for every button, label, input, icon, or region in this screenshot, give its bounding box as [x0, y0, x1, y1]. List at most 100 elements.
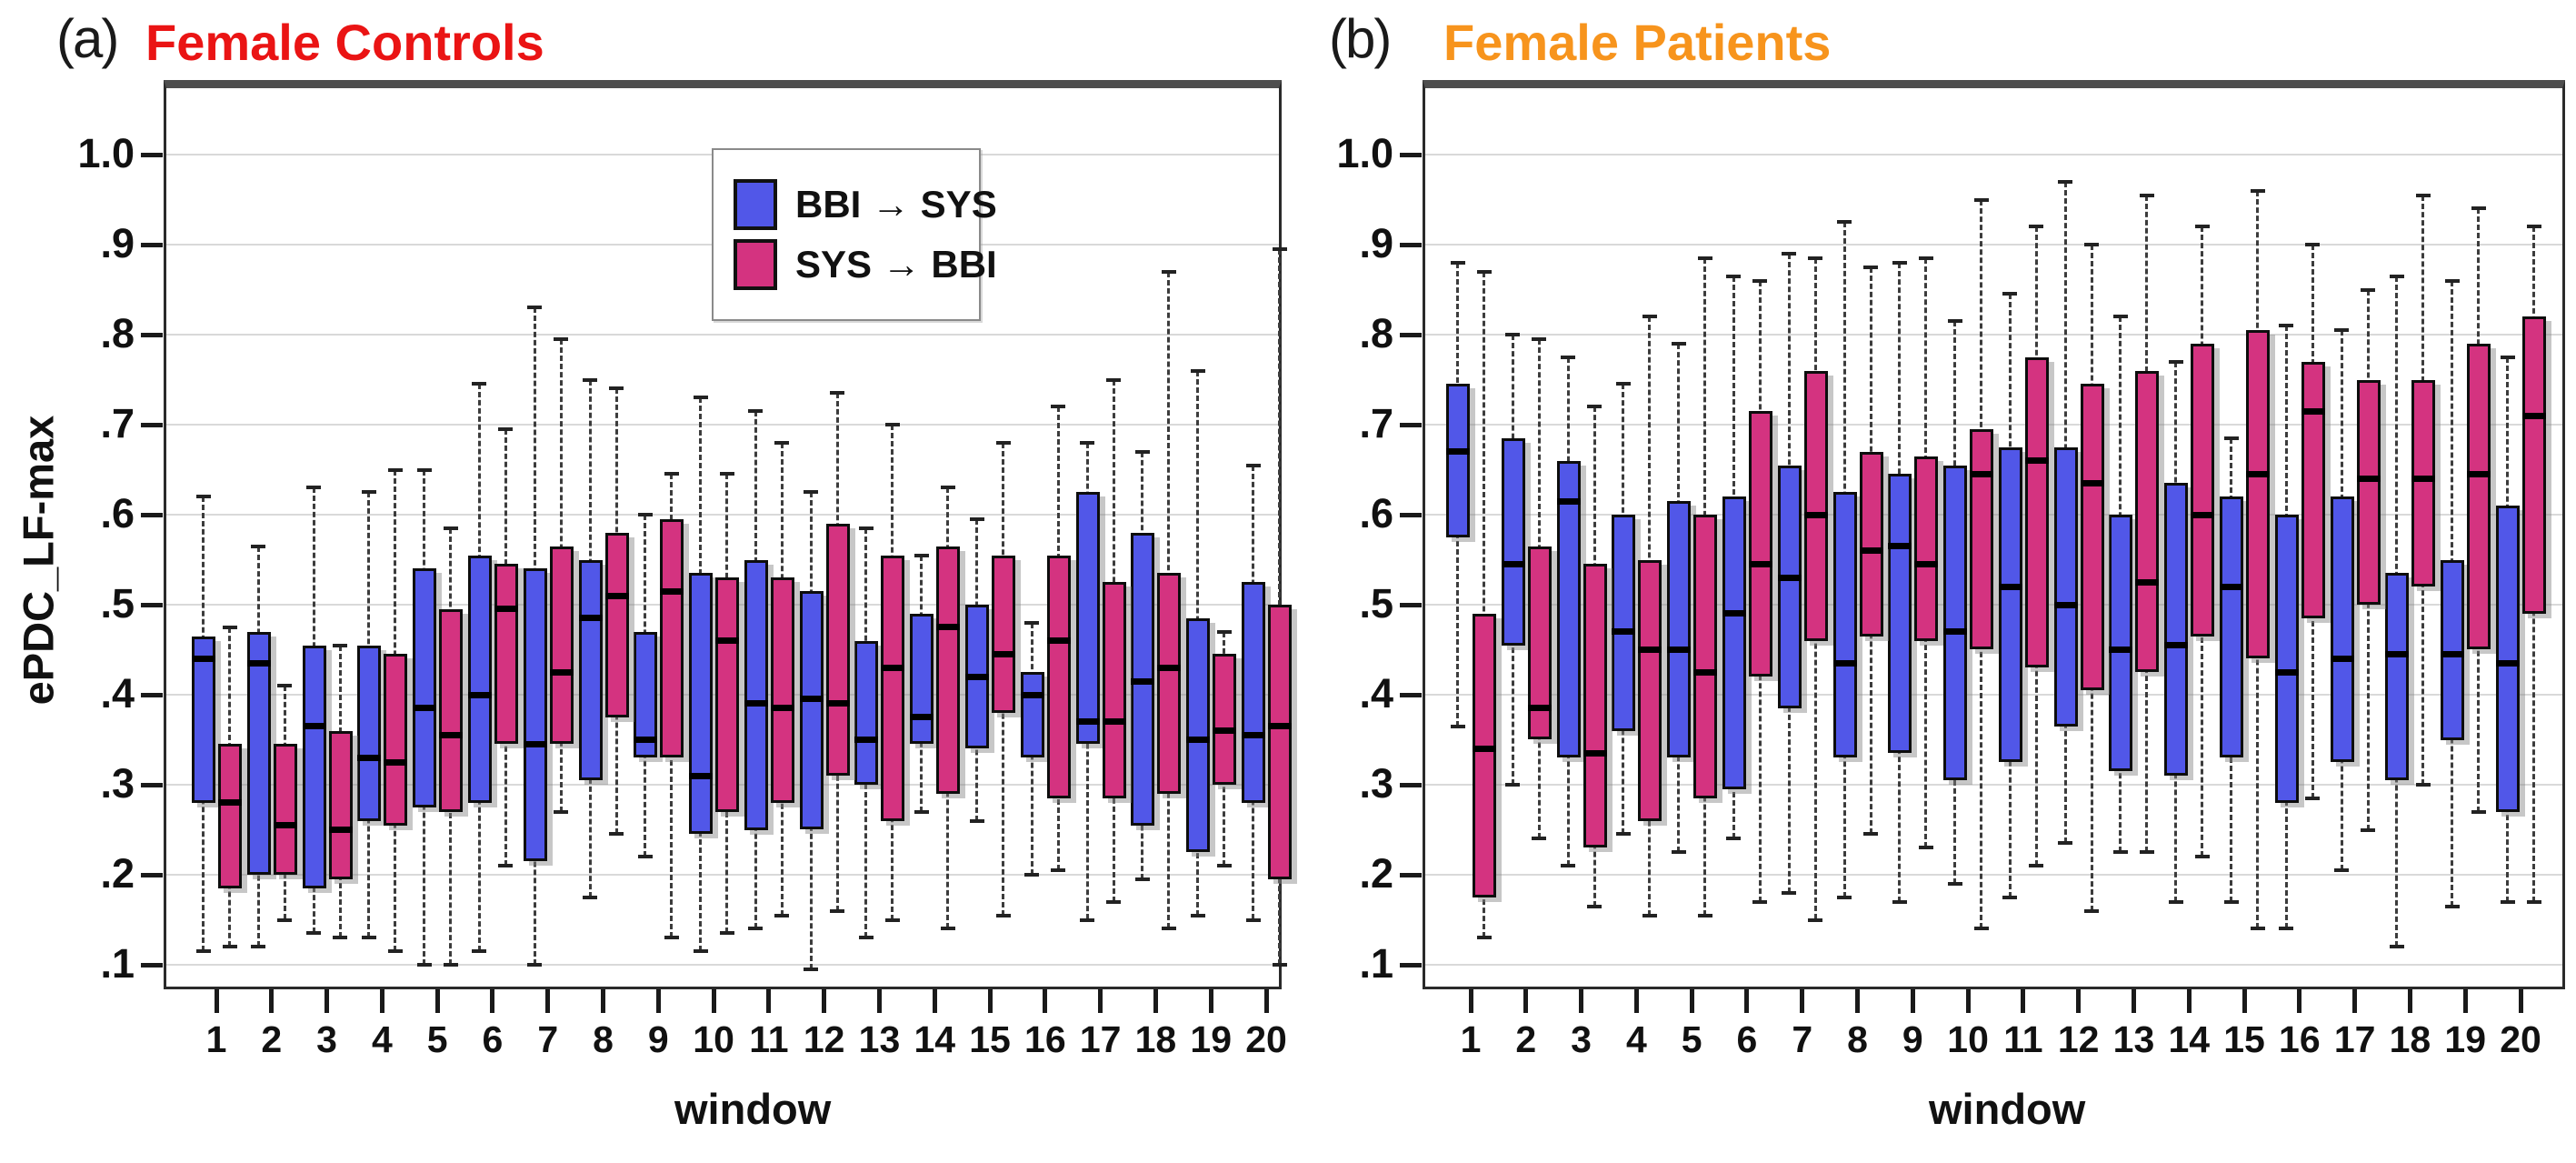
whisker-cap-bottom [554, 809, 569, 814]
median-line [246, 659, 271, 667]
whisker-cap-bottom [2029, 864, 2044, 868]
x-tick-label: 17 [1079, 1018, 1122, 1060]
whisker-cap-top [748, 409, 764, 414]
median-line [825, 700, 850, 707]
x-tick-label: 13 [2112, 1018, 2155, 1060]
box-bbi-sys [2164, 483, 2189, 777]
x-tick [655, 989, 661, 1013]
whisker-cap-bottom [1161, 927, 1176, 931]
whisker-cap-bottom [472, 949, 487, 954]
x-tick-label: 4 [371, 1018, 393, 1060]
y-tick [1400, 332, 1422, 337]
box-bbi-sys [246, 631, 271, 875]
median-line [192, 655, 215, 662]
whisker-cap-top [1892, 260, 1907, 265]
x-tick-label: 10 [1947, 1018, 1989, 1060]
x-tick [1043, 989, 1048, 1013]
whisker-cap-bottom [1615, 832, 1631, 837]
y-tick-label: .1 [1359, 940, 1393, 987]
y-tick [1400, 422, 1422, 427]
whisker-cap-bottom [774, 913, 790, 917]
median-line [1888, 543, 1912, 550]
whisker-cap-top [361, 490, 376, 495]
whisker-cap-bottom [1134, 877, 1150, 881]
x-tick [1579, 989, 1584, 1013]
whisker-cap-top [2361, 287, 2376, 292]
x-tick [1910, 989, 1915, 1013]
x-tick-label: 13 [858, 1018, 901, 1060]
whisker-cap-top [2084, 243, 2100, 246]
median-line [1131, 677, 1155, 685]
median-line [2522, 412, 2546, 419]
whisker-cap-top [1782, 251, 1797, 256]
whisker-cap-bottom [306, 931, 322, 936]
box-bbi-sys [1832, 492, 1857, 758]
median-line [1943, 628, 1968, 636]
median-line [218, 799, 242, 807]
median-line [1527, 705, 1552, 712]
x-tick-label: 11 [749, 1018, 789, 1060]
box-sys-bbi [494, 564, 518, 745]
x-tick-label: 8 [593, 1018, 614, 1060]
x-tick-label: 6 [1736, 1018, 1758, 1060]
whisker-cap-bottom [2526, 899, 2541, 904]
box-sys-bbi [660, 518, 684, 758]
box-sys-bbi [328, 730, 353, 879]
whisker-cap-top [416, 467, 432, 472]
y-tick [1400, 962, 1422, 967]
median-line [1914, 560, 1939, 567]
x-tick-label: 7 [537, 1018, 559, 1060]
whisker-cap-bottom [1808, 917, 1823, 922]
legend-item-bbi-sys: BBI → SYS [714, 179, 997, 230]
whisker-cap-top [884, 423, 900, 426]
x-tick-label: 16 [2279, 1018, 2321, 1060]
x-tick-label: 18 [1134, 1018, 1177, 1060]
whisker-cap-top [664, 472, 679, 476]
x-tick [2076, 989, 2082, 1013]
whisker-cap-top [1476, 269, 1492, 274]
y-tick [1400, 152, 1422, 157]
whisker-cap-bottom [693, 949, 708, 954]
whisker-cap-top [2139, 193, 2154, 197]
box-sys-bbi [1914, 456, 1939, 641]
median-line [2496, 659, 2520, 667]
median-line [357, 754, 382, 761]
whisker-cap-top [333, 643, 348, 647]
whisker-cap-bottom [1892, 899, 1907, 904]
x-tick [379, 989, 384, 1013]
box-bbi-sys [1501, 437, 1525, 646]
whisker-cap-top [222, 625, 237, 629]
x-tick [490, 989, 495, 1013]
whisker-cap-top [914, 553, 929, 557]
x-tick [1855, 989, 1861, 1013]
whisker-cap-bottom [2168, 899, 2183, 904]
whisker-cap-bottom [1642, 913, 1657, 917]
box-bbi-sys [2330, 496, 2354, 763]
box-bbi-sys [2274, 515, 2299, 803]
gridline [1425, 424, 2562, 426]
whisker-cap-top [1726, 274, 1742, 278]
whisker-cap-top [1216, 629, 1232, 634]
x-tick-label: 20 [2500, 1018, 2541, 1060]
box-bbi-sys [1242, 582, 1265, 803]
box-sys-bbi [936, 546, 961, 794]
whisker-cap-top [2444, 278, 2460, 283]
whisker-cap-bottom [2250, 927, 2265, 931]
whisker-cap-bottom [2471, 809, 2486, 814]
whisker-cap-top [583, 377, 598, 382]
whisker-cap-bottom [416, 963, 432, 967]
box-sys-bbi [2411, 379, 2436, 587]
whisker-cap-top [1947, 319, 1962, 324]
median-line [1213, 727, 1237, 735]
box-sys-bbi [2246, 330, 2271, 659]
x-tick [822, 989, 827, 1013]
box-bbi-sys [2385, 573, 2410, 781]
x-tick-label: 4 [1625, 1018, 1647, 1060]
median-line [2109, 647, 2133, 653]
whisker-cap-top [2250, 188, 2265, 193]
whisker-cap-top [1024, 620, 1040, 625]
median-line [2220, 583, 2244, 590]
median-line [1186, 737, 1211, 743]
x-tick-label: 2 [1515, 1018, 1537, 1060]
box-sys-bbi [1748, 411, 1772, 677]
